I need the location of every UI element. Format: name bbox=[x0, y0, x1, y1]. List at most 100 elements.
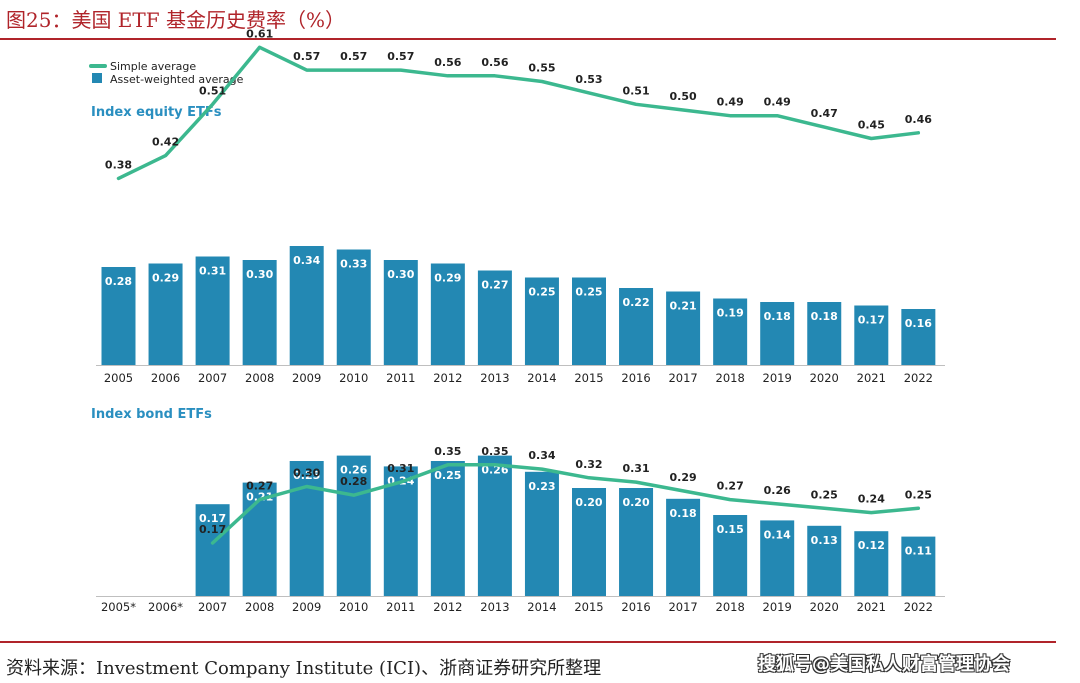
line-label-2020: 0.47 bbox=[811, 107, 838, 120]
x-tick-2020: 2020 bbox=[810, 371, 839, 385]
bar-2016 bbox=[619, 288, 654, 365]
x-tick-2007: 2007 bbox=[198, 600, 227, 614]
bar-label-2009: 0.25 bbox=[293, 469, 320, 482]
bar-2018 bbox=[713, 298, 748, 365]
bar-2008 bbox=[242, 260, 277, 365]
bar-label-2015: 0.25 bbox=[575, 286, 602, 299]
line-label-2010: 0.57 bbox=[340, 50, 367, 63]
x-tick-2021: 2021 bbox=[857, 600, 886, 614]
bar-label-2022: 0.11 bbox=[905, 545, 932, 558]
bar-label-2020: 0.18 bbox=[811, 310, 838, 323]
panel-subtitle: Index equity ETFs bbox=[91, 105, 222, 120]
x-tick-2009: 2009 bbox=[292, 600, 321, 614]
line-label-2021: 0.24 bbox=[858, 493, 885, 506]
line-label-2018: 0.27 bbox=[717, 480, 744, 493]
line-label-2015: 0.53 bbox=[575, 73, 602, 86]
top-rule bbox=[0, 38, 1056, 40]
bar-2018 bbox=[713, 515, 748, 596]
bar-label-2014: 0.25 bbox=[528, 286, 555, 299]
line-label-2015: 0.32 bbox=[575, 458, 602, 471]
x-tick-2019: 2019 bbox=[763, 371, 792, 385]
x-tick-2011: 2011 bbox=[386, 600, 415, 614]
bar-2013 bbox=[477, 455, 512, 596]
bar-2021 bbox=[854, 531, 889, 596]
bar-label-2017: 0.18 bbox=[670, 507, 697, 520]
bar-label-2012: 0.29 bbox=[434, 272, 461, 285]
bottom-rule bbox=[0, 641, 1056, 643]
bar-2021 bbox=[854, 305, 889, 365]
bar-2019 bbox=[760, 520, 795, 596]
bar-2010 bbox=[336, 455, 371, 596]
line-label-2012: 0.35 bbox=[434, 445, 461, 458]
legend-bar-swatch bbox=[92, 73, 102, 83]
x-tick-2008: 2008 bbox=[245, 371, 274, 385]
line-label-2020: 0.25 bbox=[811, 488, 838, 501]
bar-label-2009: 0.34 bbox=[293, 254, 320, 267]
bar-label-2018: 0.15 bbox=[717, 523, 744, 536]
line-label-2017: 0.50 bbox=[670, 90, 697, 103]
bar-label-2022: 0.16 bbox=[905, 317, 932, 330]
bar-label-2013: 0.27 bbox=[481, 279, 508, 292]
legend-label-weighted: Asset-weighted average bbox=[110, 73, 244, 86]
line-label-2008: 0.61 bbox=[246, 27, 273, 40]
bar-label-2019: 0.14 bbox=[764, 528, 791, 541]
bar-2012 bbox=[430, 461, 465, 596]
x-tick-2016: 2016 bbox=[621, 371, 650, 385]
bar-label-2010: 0.26 bbox=[340, 464, 367, 477]
line-label-2012: 0.56 bbox=[434, 56, 461, 69]
figure-title: 图25：美国 ETF 基金历史费率（%） bbox=[6, 8, 345, 32]
bar-label-2008: 0.21 bbox=[246, 491, 273, 504]
bar-2022 bbox=[901, 536, 936, 596]
x-tick-2012: 2012 bbox=[433, 600, 462, 614]
line-label-2014: 0.34 bbox=[528, 449, 555, 462]
bar-2011 bbox=[383, 466, 418, 596]
x-tick-2022: 2022 bbox=[904, 600, 933, 614]
bar-2009 bbox=[289, 246, 324, 365]
x-tick-2012: 2012 bbox=[433, 371, 462, 385]
x-tick-2015: 2015 bbox=[574, 600, 603, 614]
x-tick-2017: 2017 bbox=[668, 371, 697, 385]
x-tick-2013: 2013 bbox=[480, 371, 509, 385]
bar-label-2016: 0.20 bbox=[622, 496, 649, 509]
bar-label-2007: 0.17 bbox=[199, 512, 226, 525]
bar-label-2018: 0.19 bbox=[717, 307, 744, 320]
bar-label-2021: 0.12 bbox=[858, 539, 885, 552]
bar-label-2008: 0.30 bbox=[246, 268, 273, 281]
line-label-2022: 0.46 bbox=[905, 113, 932, 126]
line-label-2013: 0.35 bbox=[481, 445, 508, 458]
x-tick-2021: 2021 bbox=[857, 371, 886, 385]
line-label-2005: 0.38 bbox=[105, 158, 132, 171]
line-label-2014: 0.55 bbox=[528, 62, 555, 75]
line-label-2007: 0.51 bbox=[199, 84, 226, 97]
line-label-2009: 0.30 bbox=[293, 467, 320, 480]
bar-2020 bbox=[807, 302, 842, 365]
x-tick-2016: 2016 bbox=[621, 600, 650, 614]
bar-2007 bbox=[195, 504, 230, 596]
bar-label-2020: 0.13 bbox=[811, 534, 838, 547]
bar-2005 bbox=[101, 267, 136, 365]
x-tick-2015: 2015 bbox=[574, 371, 603, 385]
legend-label-simple: Simple average bbox=[110, 60, 196, 73]
line-label-2009: 0.57 bbox=[293, 50, 320, 63]
x-tick-2006*: 2006* bbox=[148, 600, 183, 614]
bar-2014 bbox=[524, 471, 559, 596]
x-tick-2005: 2005 bbox=[104, 371, 133, 385]
line-label-2018: 0.49 bbox=[717, 96, 744, 109]
bar-2012 bbox=[430, 263, 465, 365]
bar-label-2006: 0.29 bbox=[152, 272, 179, 285]
bar-2015 bbox=[572, 277, 606, 365]
panel-subtitle: Index bond ETFs bbox=[91, 407, 212, 422]
line-label-2019: 0.26 bbox=[764, 484, 791, 497]
bar-2019 bbox=[760, 302, 795, 365]
x-tick-2019: 2019 bbox=[763, 600, 792, 614]
bar-label-2005: 0.28 bbox=[105, 275, 132, 288]
line-label-2021: 0.45 bbox=[858, 119, 885, 132]
line-label-2011: 0.31 bbox=[387, 462, 414, 475]
x-tick-2011: 2011 bbox=[386, 371, 415, 385]
line-label-2013: 0.56 bbox=[481, 56, 508, 69]
watermark: 搜狐号@美国私人财富管理协会 bbox=[758, 654, 1010, 675]
line-label-2010: 0.28 bbox=[340, 475, 367, 488]
x-tick-2017: 2017 bbox=[668, 600, 697, 614]
bar-label-2010: 0.33 bbox=[340, 258, 367, 271]
